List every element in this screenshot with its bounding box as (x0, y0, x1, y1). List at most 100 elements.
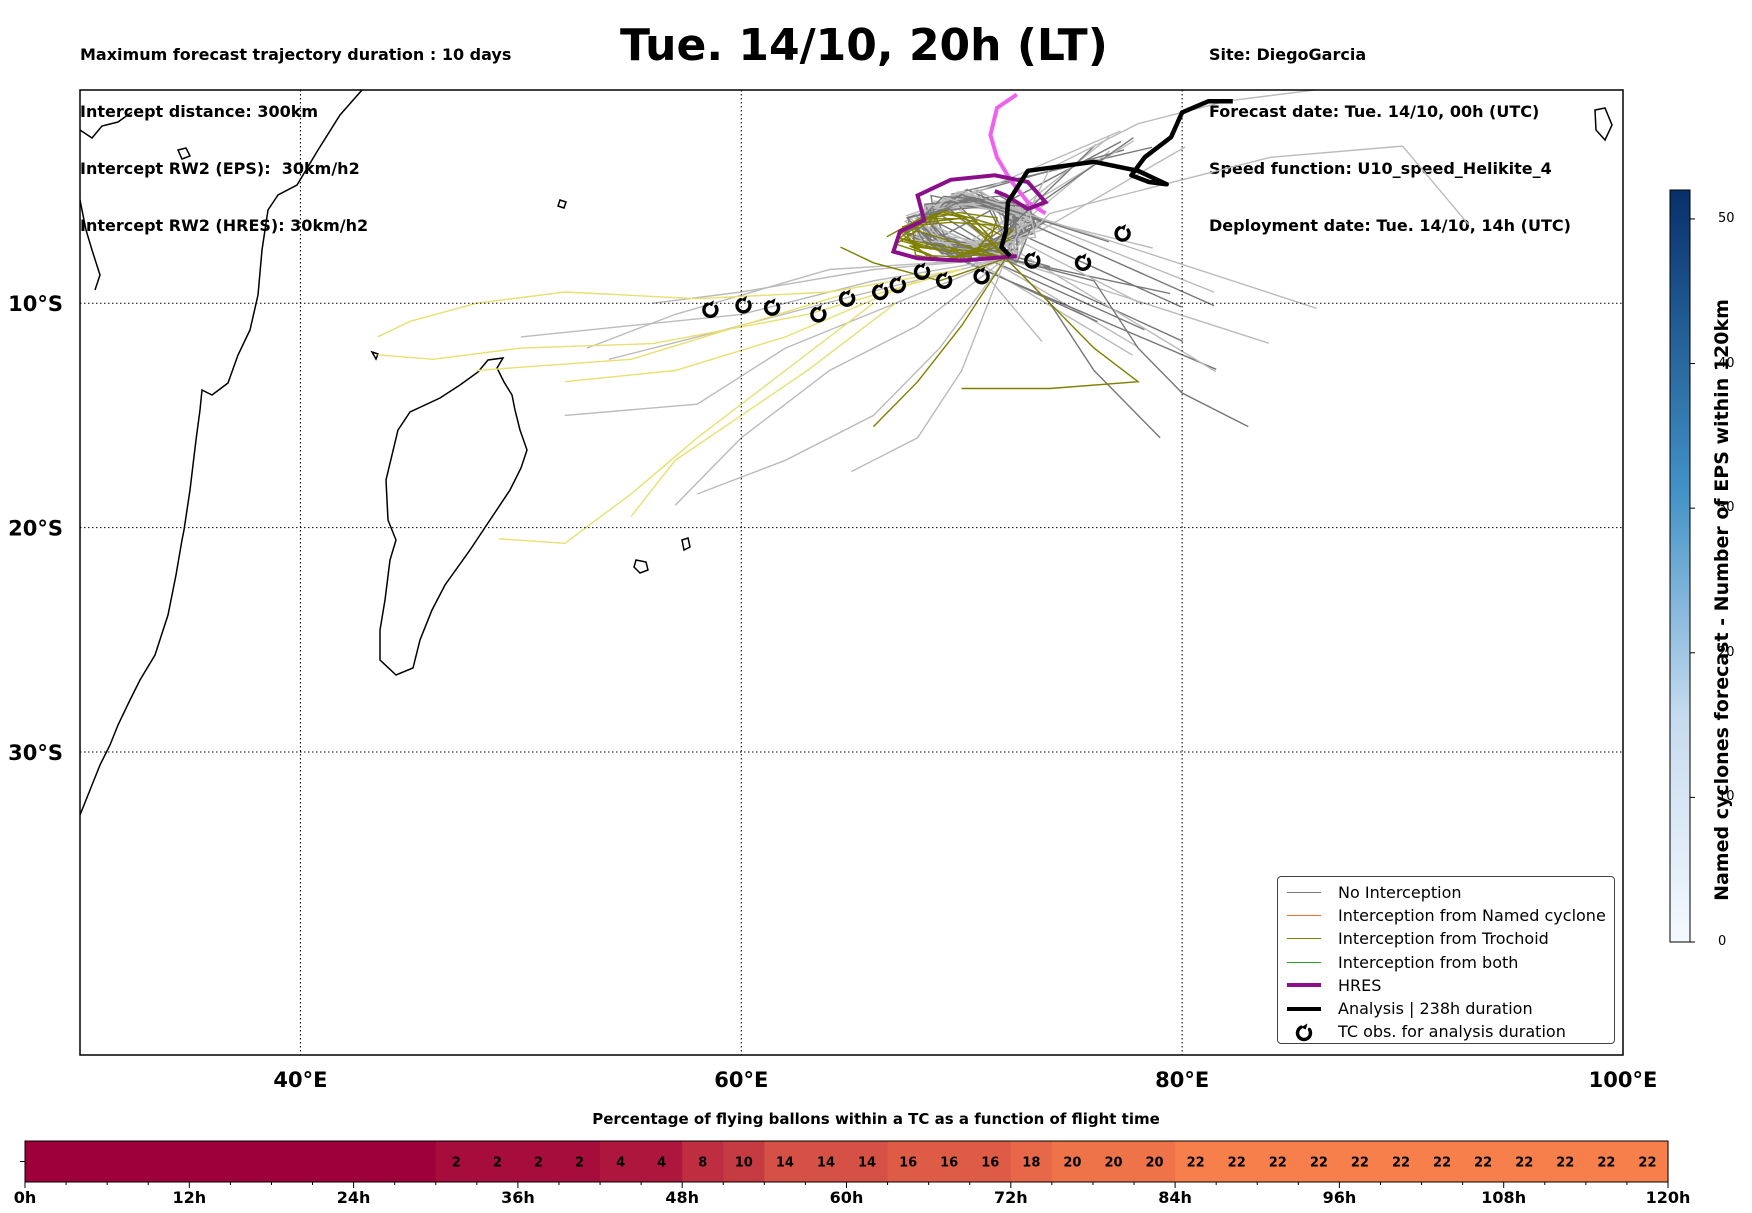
cyclone-icon (735, 294, 752, 314)
legend-swatch (1287, 961, 1321, 963)
flight-time-cell (312, 1141, 355, 1182)
flight-time-cell (1298, 1141, 1341, 1182)
legend-swatch (1287, 983, 1321, 988)
eps-track (1005, 257, 1249, 428)
flight-time-cell (1339, 1141, 1382, 1182)
trochoid-interception-tracks (377, 210, 1140, 545)
latitude-labels: 10°S 20°S 30°S (8, 292, 63, 765)
map-area (80, 90, 1613, 816)
flight-time-value: 10 (735, 1156, 753, 1171)
colorbar-tick-label: 50 (1718, 210, 1735, 226)
flight-time-cell (517, 1141, 560, 1182)
longitude-labels: 40°E 60°E 80°E 100°E (273, 1068, 1657, 1092)
flight-time-value: 20 (1063, 1156, 1081, 1171)
legend-label: Analysis | 238h duration (1338, 999, 1533, 1019)
colorbar-ticks (1690, 218, 1695, 943)
flight-time-label: 72h (993, 1188, 1028, 1207)
trochoid-track (886, 216, 1007, 259)
colorbar-tick-label: 0 (1718, 934, 1727, 949)
flight-time-cell (1626, 1141, 1669, 1182)
flight-time-label: 24h (336, 1188, 371, 1207)
flight-time-cell (641, 1141, 683, 1182)
flight-time-bar-title: Percentage of flying ballons within a TC… (592, 1110, 1160, 1128)
legend-label: Interception from Named cyclone (1338, 906, 1606, 926)
trochoid-track (476, 291, 852, 372)
flight-time-label: 36h (501, 1188, 535, 1207)
flight-time-value: 22 (1638, 1156, 1656, 1171)
colorbar-title: Named cyclones forecast - Number of EPS … (1711, 299, 1733, 901)
flight-time-cell (1134, 1141, 1176, 1182)
flight-time-value: 22 (1392, 1156, 1410, 1171)
flight-time-value: 8 (698, 1156, 707, 1171)
map-gridlines (80, 90, 1623, 1055)
eps-track (674, 257, 1007, 506)
flight-time-value: 2 (493, 1156, 502, 1171)
legend-entry: Analysis | 238h duration (1286, 997, 1606, 1020)
trochoid-track (899, 210, 1013, 262)
flight-time-value: 22 (1228, 1156, 1246, 1171)
flight-time-cell (1010, 1141, 1053, 1182)
colorbar-tick-label: 40 (1718, 355, 1735, 371)
flight-time-value: 22 (1474, 1156, 1492, 1171)
flight-time-cell (1216, 1141, 1258, 1182)
flight-time-value: 2 (534, 1156, 543, 1171)
flight-time-label: 96h (1322, 1188, 1357, 1207)
lon-tick-label: 80°E (1155, 1068, 1209, 1092)
flight-time-cell (435, 1141, 478, 1182)
header-right-line: Speed function: U10_speed_Helikite_4 (1209, 159, 1552, 178)
flight-time-cell (271, 1141, 314, 1182)
eps-track (564, 257, 1007, 417)
flight-time-cell (25, 1141, 67, 1182)
colorbar-tick-label: 20 (1718, 644, 1735, 660)
flight-time-value: 22 (1310, 1156, 1328, 1171)
island-seychelles (557, 199, 567, 209)
legend-label: TC obs. for analysis duration (1338, 1022, 1566, 1042)
flight-time-bar: 2 2 2 2 4 4 8 10 14 14 14 16 16 16 18 20 20 20 22 22 22 22 22 2… (20, 1140, 1669, 1188)
flight-time-value: 18 (1022, 1156, 1040, 1171)
flight-time-cell (1462, 1141, 1505, 1182)
flight-time-cell (1585, 1141, 1628, 1182)
flight-time-label: 12h (172, 1188, 207, 1207)
flight-time-cell (476, 1141, 519, 1182)
flight-time-value: 22 (1433, 1156, 1451, 1171)
legend-entry: Interception from Trochoid (1286, 927, 1606, 950)
flight-time-cell (66, 1141, 108, 1182)
flight-time-cell (600, 1141, 642, 1182)
flight-time-cell (764, 1141, 807, 1182)
map-frame (79, 89, 1624, 1056)
eps-track (586, 257, 1006, 349)
island-mauritius (681, 537, 691, 552)
flight-time-cell (558, 1141, 601, 1182)
legend: No Interception Interception from Named … (1277, 876, 1615, 1044)
flight-time-value: 2 (575, 1156, 584, 1171)
trochoid-track (840, 246, 1007, 282)
africa-coastline (80, 90, 363, 816)
flight-time-cell (230, 1141, 273, 1182)
flight-time-cell (1544, 1141, 1587, 1182)
legend-entry: No Interception (1286, 881, 1606, 904)
flight-time-label: 60h (829, 1188, 864, 1207)
header-right-line: Deployment date: Tue. 14/10, 14h (UTC) (1209, 216, 1571, 235)
header-right-line: Forecast date: Tue. 14/10, 00h (UTC) (1209, 102, 1540, 121)
island-sri-lanka-edge (1594, 107, 1613, 142)
flight-time-cell (189, 1141, 231, 1182)
flight-time-value: 2 (452, 1156, 461, 1171)
flight-time-cell (1257, 1141, 1299, 1182)
flight-time-cell (846, 1141, 889, 1182)
legend-entry: TC obs. for analysis duration (1286, 1020, 1606, 1043)
eps-track (1005, 257, 1161, 439)
flight-time-cell (1380, 1141, 1423, 1182)
colorbar-tick-label: 30 (1718, 500, 1735, 516)
trochoid-track (898, 221, 1006, 262)
lon-tick-label: 100°E (1589, 1068, 1658, 1092)
header-left-line: Maximum forecast trajectory duration : 1… (80, 45, 512, 64)
island-socotra (176, 147, 192, 160)
lon-tick-label: 60°E (714, 1068, 768, 1092)
flight-time-cell (394, 1141, 437, 1182)
colorbar-tick-label: 10 (1718, 789, 1735, 805)
legend-entry: Interception from Named cyclone (1286, 904, 1606, 927)
eps-track (1005, 145, 1470, 259)
flight-time-value: 14 (776, 1156, 794, 1171)
flight-time-cell (1175, 1141, 1217, 1182)
eps-track (1005, 90, 1315, 259)
